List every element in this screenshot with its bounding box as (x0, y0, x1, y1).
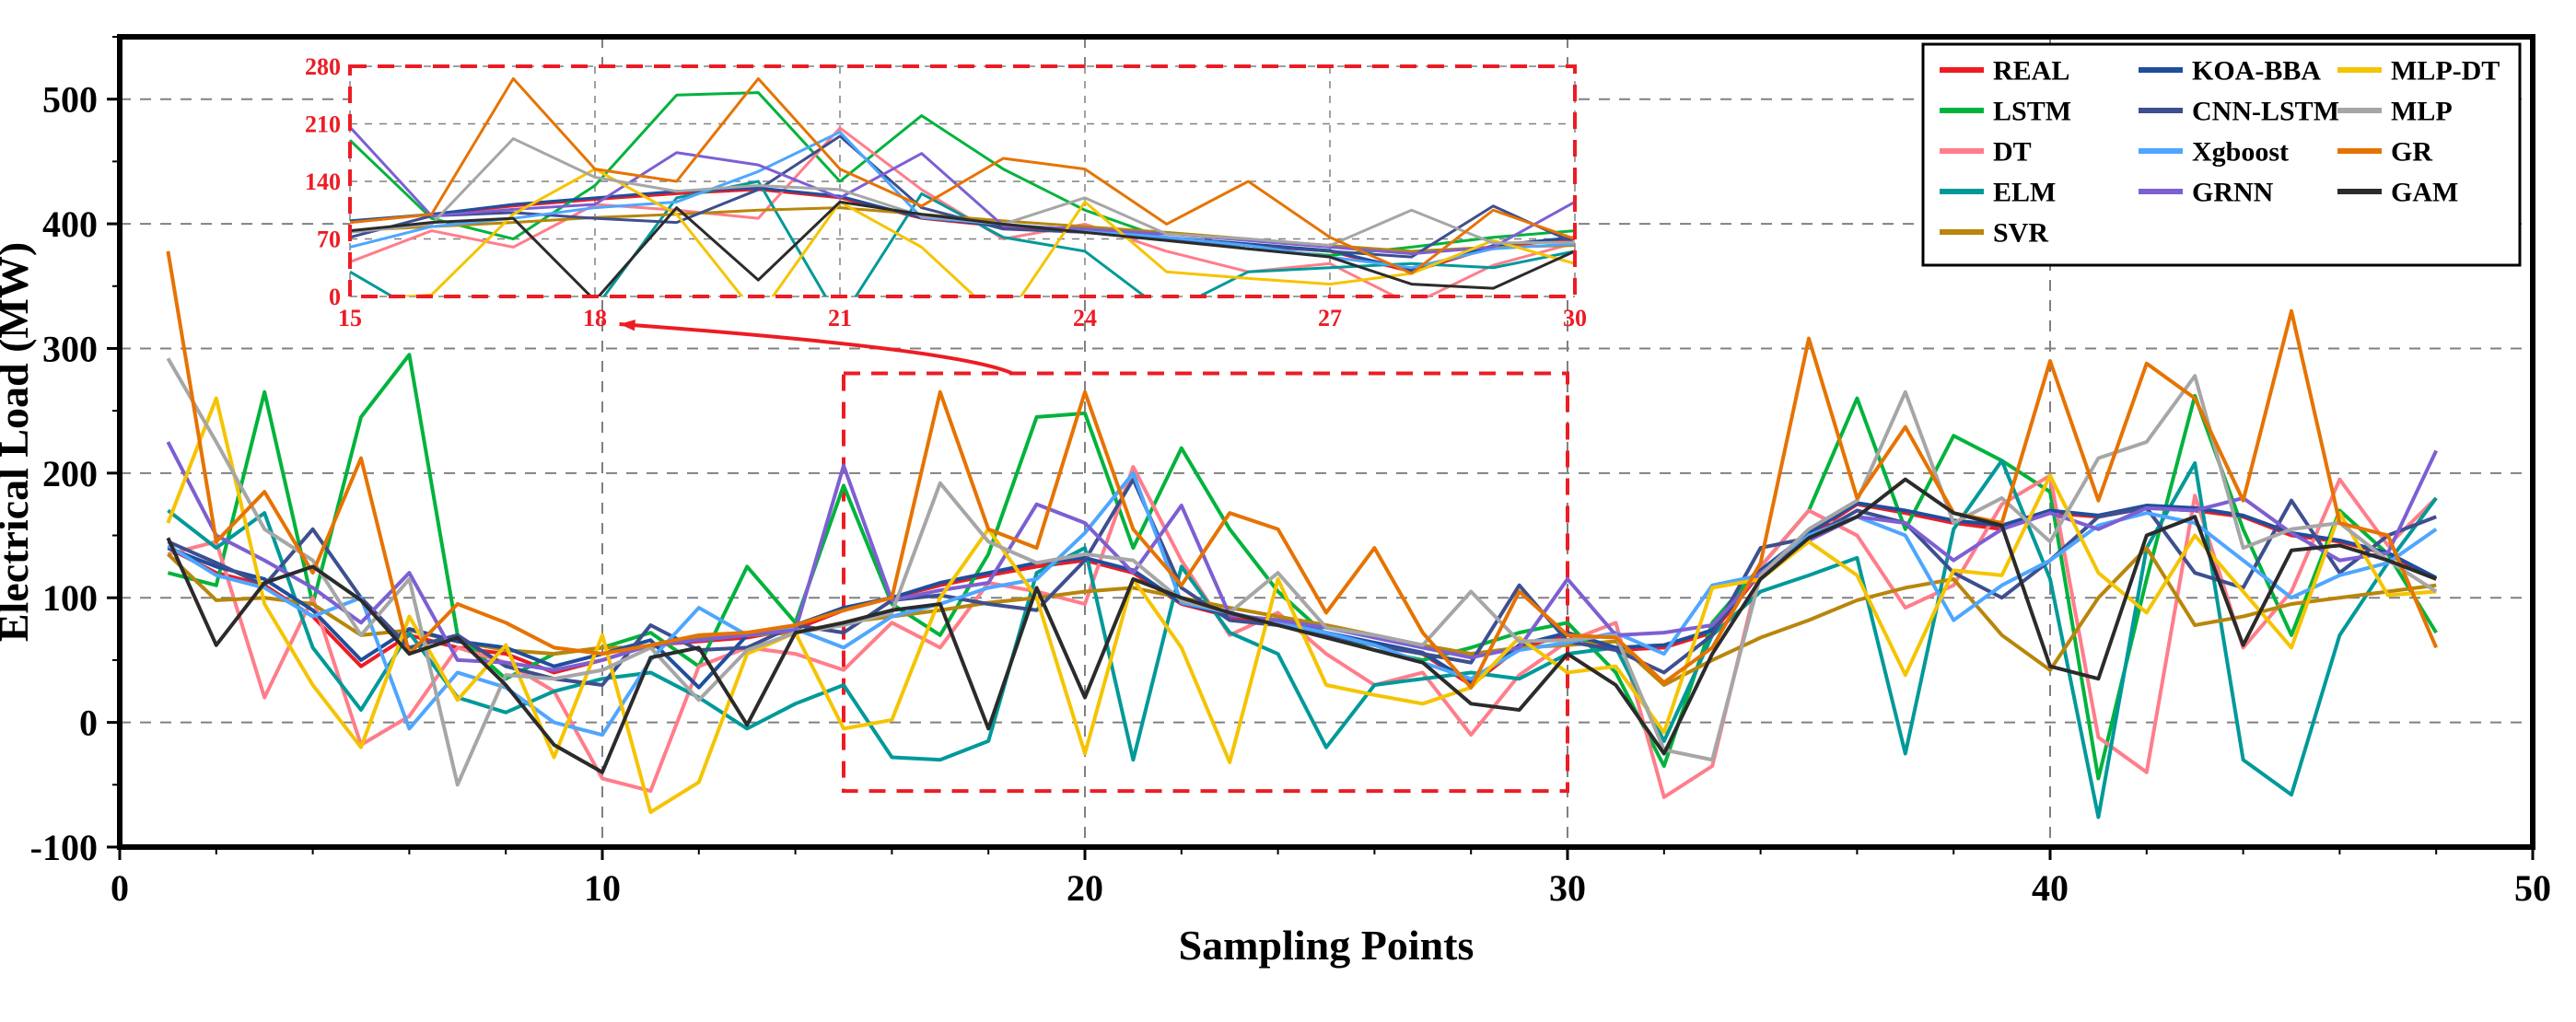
legend-label: DT (1993, 137, 2032, 168)
x-tick-label: 50 (2514, 867, 2551, 909)
inset-x-tick: 15 (338, 305, 362, 331)
legend-label: Xgboost (2192, 137, 2289, 168)
x-tick-label: 30 (1549, 867, 1586, 909)
inset-x-tick: 30 (1563, 305, 1587, 331)
x-tick-label: 0 (111, 867, 129, 909)
y-tick-label: 100 (42, 577, 98, 619)
legend-label: GR (2391, 137, 2432, 168)
y-tick-label: 300 (42, 328, 98, 369)
legend-label: ELM (1993, 178, 2056, 208)
legend-label: MLP (2391, 97, 2453, 127)
inset-y-tick: 280 (305, 53, 341, 80)
x-axis-label: Sampling Points (1179, 922, 1474, 969)
legend-label: CNN-LSTM (2192, 97, 2339, 127)
x-tick-label: 10 (584, 867, 621, 909)
x-tick-label: 40 (2032, 867, 2069, 909)
y-axis-label: Electrical Load (MW) (0, 242, 37, 642)
inset-y-tick: 140 (305, 168, 341, 195)
inset-x-tick: 24 (1073, 305, 1097, 331)
y-tick-label: 200 (42, 453, 98, 494)
inset-y-tick: 0 (329, 284, 341, 310)
x-tick-label: 20 (1067, 867, 1103, 909)
legend-label: REAL (1993, 56, 2069, 87)
load-chart: 01020304050-1000100200300400500Sampling … (0, 0, 2576, 1022)
y-tick-label: -100 (30, 827, 98, 868)
inset-x-tick: 27 (1318, 305, 1342, 331)
legend-label: KOA-BBA (2192, 56, 2321, 87)
y-tick-label: 500 (42, 79, 98, 121)
legend-label: MLP-DT (2391, 56, 2500, 87)
legend-label: GRNN (2192, 178, 2274, 208)
legend-label: GAM (2391, 178, 2458, 208)
inset-y-tick: 210 (305, 111, 341, 138)
y-tick-label: 0 (79, 703, 98, 744)
inset-x-tick: 21 (828, 305, 852, 331)
inset-x-tick: 18 (583, 305, 607, 331)
inset-y-tick: 70 (317, 226, 341, 253)
legend-label: SVR (1993, 218, 2048, 249)
legend-label: LSTM (1993, 97, 2071, 127)
y-tick-label: 400 (42, 203, 98, 245)
